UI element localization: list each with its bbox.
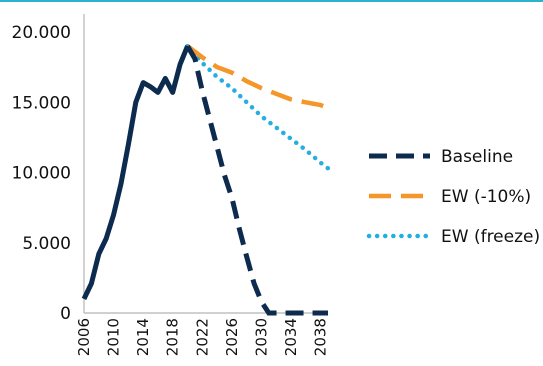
series-line-baseline-historical bbox=[81, 45, 190, 300]
y-tick-label: 20.000 bbox=[12, 23, 71, 43]
x-tick-label: 2030 bbox=[252, 318, 270, 356]
legend-label-baseline: Baseline bbox=[441, 147, 513, 167]
legend-label-ew-freeze: EW (freeze) bbox=[441, 227, 540, 247]
chart-axes bbox=[83, 14, 328, 314]
series-line-baseline-projection bbox=[185, 44, 328, 316]
x-tick-label: 2026 bbox=[223, 318, 241, 356]
x-tick-label: 2022 bbox=[193, 318, 211, 356]
y-tick-label: 5.000 bbox=[22, 234, 71, 254]
x-tick-label: 2014 bbox=[134, 318, 152, 356]
x-tick-label: 2006 bbox=[75, 318, 93, 356]
x-tick-label: 2038 bbox=[312, 318, 330, 356]
series-line-ew-10 bbox=[186, 44, 329, 111]
x-tick-label: 2018 bbox=[164, 318, 182, 356]
chart-series bbox=[81, 43, 331, 316]
y-tick-label: 15.000 bbox=[12, 93, 71, 113]
chart-legend: Baseline EW (-10%) EW (freeze) bbox=[366, 147, 540, 247]
y-tick-label: 0 bbox=[60, 304, 71, 324]
x-tick-labels: 2006 2010 2014 2018 2022 2026 2030 2034 2038 bbox=[75, 318, 330, 356]
y-tick-labels: 0 5.000 10.000 15.000 20.000 bbox=[12, 23, 71, 324]
x-tick-label: 2010 bbox=[105, 318, 123, 356]
y-tick-label: 10.000 bbox=[12, 164, 71, 184]
x-tick-label: 2034 bbox=[282, 318, 300, 356]
top-accent-rule bbox=[0, 0, 543, 2]
legend-label-ew-10: EW (-10%) bbox=[441, 187, 531, 207]
